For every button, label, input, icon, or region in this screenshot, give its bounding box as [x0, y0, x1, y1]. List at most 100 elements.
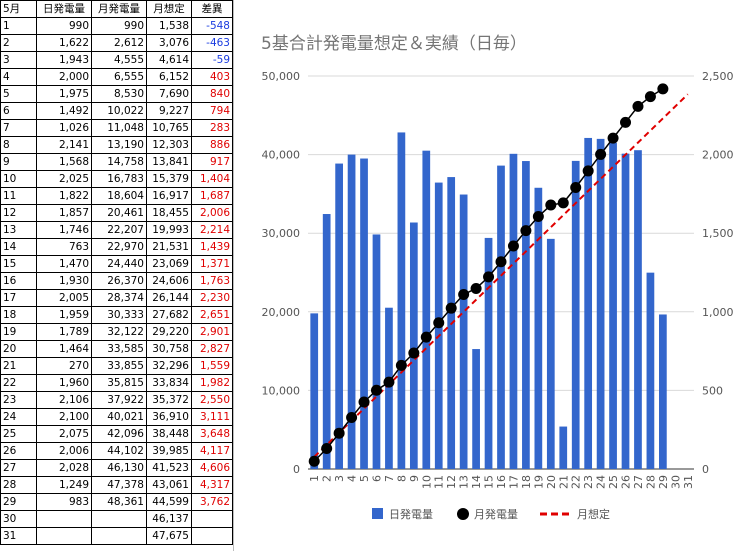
- monthly-cell[interactable]: 35,815: [91, 374, 147, 392]
- expected-cell[interactable]: 21,531: [146, 238, 192, 256]
- monthly-cell[interactable]: 26,370: [91, 272, 147, 290]
- expected-cell[interactable]: 10,765: [146, 119, 192, 137]
- diff-cell[interactable]: -59: [191, 51, 233, 69]
- daily-cell[interactable]: 1,026: [36, 119, 92, 137]
- daily-cell[interactable]: 990: [36, 17, 92, 35]
- monthly-cell[interactable]: 14,758: [91, 153, 147, 171]
- monthly-cell[interactable]: 32,122: [91, 323, 147, 341]
- monthly-cell[interactable]: 37,922: [91, 391, 147, 409]
- day-cell[interactable]: 28: [0, 476, 37, 494]
- monthly-cell[interactable]: 44,102: [91, 442, 147, 460]
- expected-cell[interactable]: 7,690: [146, 85, 192, 103]
- diff-cell[interactable]: 886: [191, 136, 233, 154]
- monthly-cell[interactable]: 33,585: [91, 340, 147, 358]
- expected-cell[interactable]: 38,448: [146, 425, 192, 443]
- monthly-cell[interactable]: 20,461: [91, 204, 147, 222]
- day-cell[interactable]: 6: [0, 102, 37, 120]
- monthly-cell[interactable]: 18,604: [91, 187, 147, 205]
- daily-cell[interactable]: 1,464: [36, 340, 92, 358]
- daily-cell[interactable]: 1,622: [36, 34, 92, 52]
- daily-cell[interactable]: 2,075: [36, 425, 92, 443]
- diff-cell[interactable]: 1,371: [191, 255, 233, 273]
- daily-cell[interactable]: 1,930: [36, 272, 92, 290]
- expected-cell[interactable]: 27,682: [146, 306, 192, 324]
- diff-cell[interactable]: 2,827: [191, 340, 233, 358]
- monthly-cell[interactable]: 24,440: [91, 255, 147, 273]
- day-cell[interactable]: 7: [0, 119, 37, 137]
- monthly-cell[interactable]: 47,378: [91, 476, 147, 494]
- expected-cell[interactable]: 43,061: [146, 476, 192, 494]
- day-cell[interactable]: 26: [0, 442, 37, 460]
- daily-cell[interactable]: 1,470: [36, 255, 92, 273]
- monthly-cell[interactable]: 4,555: [91, 51, 147, 69]
- diff-cell[interactable]: 2,230: [191, 289, 233, 307]
- monthly-cell[interactable]: 13,190: [91, 136, 147, 154]
- daily-cell[interactable]: 1,492: [36, 102, 92, 120]
- expected-cell[interactable]: 47,675: [146, 527, 192, 545]
- monthly-cell[interactable]: 990: [91, 17, 147, 35]
- monthly-cell[interactable]: 16,783: [91, 170, 147, 188]
- header-expected[interactable]: 月想定: [146, 0, 192, 18]
- daily-cell[interactable]: 1,857: [36, 204, 92, 222]
- expected-cell[interactable]: 41,523: [146, 459, 192, 477]
- expected-cell[interactable]: 15,379: [146, 170, 192, 188]
- daily-cell[interactable]: [36, 527, 92, 545]
- daily-cell[interactable]: 1,568: [36, 153, 92, 171]
- day-cell[interactable]: 5: [0, 85, 37, 103]
- diff-cell[interactable]: [191, 527, 233, 545]
- diff-cell[interactable]: 1,763: [191, 272, 233, 290]
- monthly-cell[interactable]: 22,207: [91, 221, 147, 239]
- monthly-cell[interactable]: 28,374: [91, 289, 147, 307]
- expected-cell[interactable]: 4,614: [146, 51, 192, 69]
- monthly-cell[interactable]: 40,021: [91, 408, 147, 426]
- daily-cell[interactable]: 1,960: [36, 374, 92, 392]
- day-cell[interactable]: 11: [0, 187, 37, 205]
- diff-cell[interactable]: 2,550: [191, 391, 233, 409]
- diff-cell[interactable]: 1,982: [191, 374, 233, 392]
- daily-cell[interactable]: 2,006: [36, 442, 92, 460]
- day-cell[interactable]: 29: [0, 493, 37, 511]
- monthly-cell[interactable]: 22,970: [91, 238, 147, 256]
- daily-cell[interactable]: 1,975: [36, 85, 92, 103]
- day-cell[interactable]: 3: [0, 51, 37, 69]
- monthly-cell[interactable]: 42,096: [91, 425, 147, 443]
- diff-cell[interactable]: 2,651: [191, 306, 233, 324]
- diff-cell[interactable]: 3,762: [191, 493, 233, 511]
- monthly-cell[interactable]: 30,333: [91, 306, 147, 324]
- day-cell[interactable]: 2: [0, 34, 37, 52]
- header-diff[interactable]: 差異: [191, 0, 233, 18]
- monthly-cell[interactable]: 6,555: [91, 68, 147, 86]
- day-cell[interactable]: 18: [0, 306, 37, 324]
- daily-cell[interactable]: 983: [36, 493, 92, 511]
- expected-cell[interactable]: 46,137: [146, 510, 192, 528]
- daily-cell[interactable]: 2,025: [36, 170, 92, 188]
- daily-cell[interactable]: 2,106: [36, 391, 92, 409]
- day-cell[interactable]: 17: [0, 289, 37, 307]
- day-cell[interactable]: 15: [0, 255, 37, 273]
- expected-cell[interactable]: 9,227: [146, 102, 192, 120]
- expected-cell[interactable]: 33,834: [146, 374, 192, 392]
- daily-cell[interactable]: 1,943: [36, 51, 92, 69]
- diff-cell[interactable]: [191, 510, 233, 528]
- diff-cell[interactable]: 1,559: [191, 357, 233, 375]
- diff-cell[interactable]: 794: [191, 102, 233, 120]
- diff-cell[interactable]: 917: [191, 153, 233, 171]
- day-cell[interactable]: 22: [0, 374, 37, 392]
- day-cell[interactable]: 4: [0, 68, 37, 86]
- daily-cell[interactable]: 2,005: [36, 289, 92, 307]
- expected-cell[interactable]: 35,372: [146, 391, 192, 409]
- expected-cell[interactable]: 29,220: [146, 323, 192, 341]
- diff-cell[interactable]: 3,648: [191, 425, 233, 443]
- expected-cell[interactable]: 24,606: [146, 272, 192, 290]
- monthly-cell[interactable]: [91, 527, 147, 545]
- expected-cell[interactable]: 26,144: [146, 289, 192, 307]
- daily-cell[interactable]: 270: [36, 357, 92, 375]
- pane-divider[interactable]: [233, 0, 234, 551]
- monthly-cell[interactable]: 11,048: [91, 119, 147, 137]
- daily-cell[interactable]: 1,249: [36, 476, 92, 494]
- monthly-cell[interactable]: 8,530: [91, 85, 147, 103]
- expected-cell[interactable]: 39,985: [146, 442, 192, 460]
- expected-cell[interactable]: 19,993: [146, 221, 192, 239]
- day-cell[interactable]: 8: [0, 136, 37, 154]
- day-cell[interactable]: 21: [0, 357, 37, 375]
